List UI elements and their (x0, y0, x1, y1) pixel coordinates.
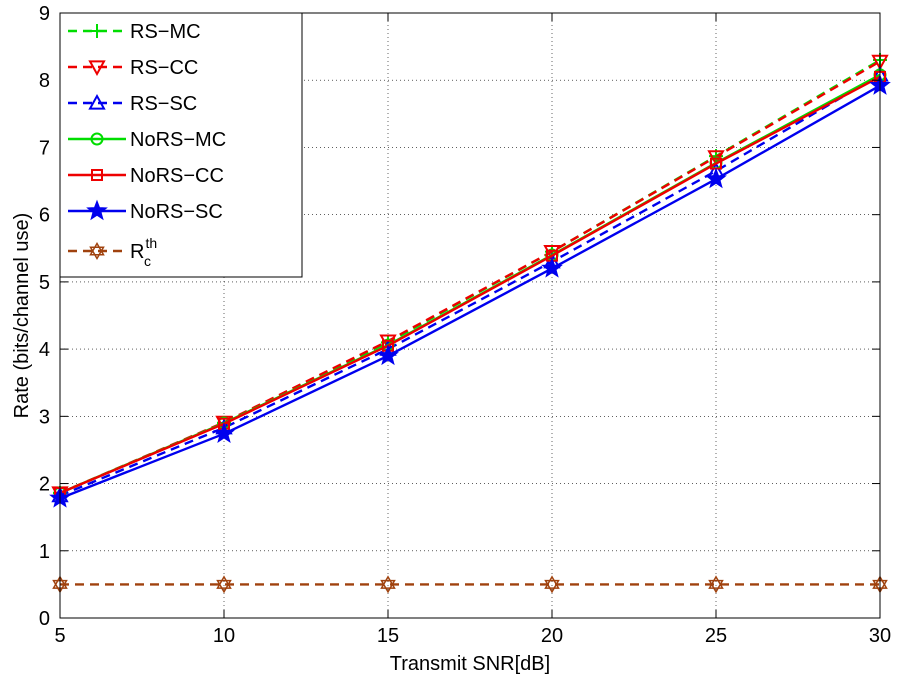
data-point-hexagram (708, 575, 724, 594)
x-tick-label: 20 (541, 625, 563, 647)
hexagram-part (89, 246, 105, 260)
data-point-triangle-up (88, 93, 106, 110)
data-point-square (91, 169, 103, 181)
data-point-triangle-down (88, 60, 106, 77)
hexagram-part (89, 242, 105, 256)
y-tick-label: 9 (39, 3, 50, 25)
plot-frame (59, 12, 881, 619)
data-point-star (213, 422, 235, 444)
y-tick-label: 6 (39, 205, 50, 227)
y-tick-label: 4 (39, 339, 50, 361)
series-layer (49, 53, 891, 594)
hexagram-part (216, 575, 232, 589)
x-tick-label: 30 (869, 625, 891, 647)
y-tick-label: 7 (39, 137, 50, 159)
y-tick-label: 0 (39, 608, 50, 630)
series-line (59, 84, 881, 500)
y-tick-label: 5 (39, 272, 50, 294)
y-tick-label: 2 (39, 474, 50, 496)
y-tick-label: 8 (39, 70, 50, 92)
legend-entry: RS−CC (68, 57, 198, 79)
hexagram-part (544, 579, 560, 594)
legend-label: Rth c (130, 235, 157, 269)
legend-box (59, 12, 303, 278)
data-point-hexagram (89, 242, 105, 260)
legend-label: RS−MC (130, 21, 201, 43)
x-tick-label: 25 (705, 625, 727, 647)
data-point-circle (90, 132, 104, 146)
data-point-star (377, 344, 399, 366)
data-point-star (541, 257, 563, 278)
y-axis-title: Rate (bits/channel use) (11, 213, 33, 419)
hexagram-part (708, 575, 724, 589)
legend-entry: RS−MC (68, 21, 201, 43)
hexagram-part (544, 575, 560, 589)
legend-label: NoRS−MC (130, 129, 226, 151)
data-point-star (86, 199, 108, 221)
legend-entry: NoRS−MC (68, 129, 226, 151)
data-point-hexagram (216, 575, 232, 594)
x-axis-title: Transmit SNR[dB] (390, 653, 550, 675)
legend-label: NoRS−CC (130, 165, 224, 187)
legend-label: RS−CC (130, 57, 198, 79)
legend-entry: Rth c (68, 235, 157, 269)
y-tick-label: 1 (39, 541, 50, 563)
hexagram-part (380, 579, 396, 594)
data-point-hexagram (544, 575, 560, 594)
data-point-hexagram (380, 575, 396, 594)
x-tick-label: 15 (377, 625, 399, 647)
hexagram-part (708, 579, 724, 594)
legend-entry: NoRS−CC (68, 165, 224, 187)
hexagram-part (216, 579, 232, 594)
legend-entry: NoRS−SC (68, 199, 223, 223)
y-tick-label: 3 (39, 406, 50, 428)
legend-entry: RS−SC (68, 93, 197, 115)
hexagram-part (380, 575, 396, 589)
x-tick-label: 5 (54, 625, 65, 647)
series-line (59, 75, 881, 495)
legend-label: NoRS−SC (130, 201, 223, 223)
x-tick-label: 10 (213, 625, 235, 647)
ticks: 5 10 15 20 25 30 0 1 2 3 4 5 6 7 8 9 (39, 3, 891, 647)
series-7 (52, 575, 888, 594)
data-point-plus (90, 24, 104, 38)
series-line (59, 60, 881, 495)
legend-label: RS−SC (130, 93, 197, 115)
series-line (59, 73, 881, 497)
legend: RS−MC RS−CC RS−SC NoRS−MC NoRS−CC NoRS−SC Rth c (59, 12, 303, 278)
data-point-star (705, 167, 727, 189)
